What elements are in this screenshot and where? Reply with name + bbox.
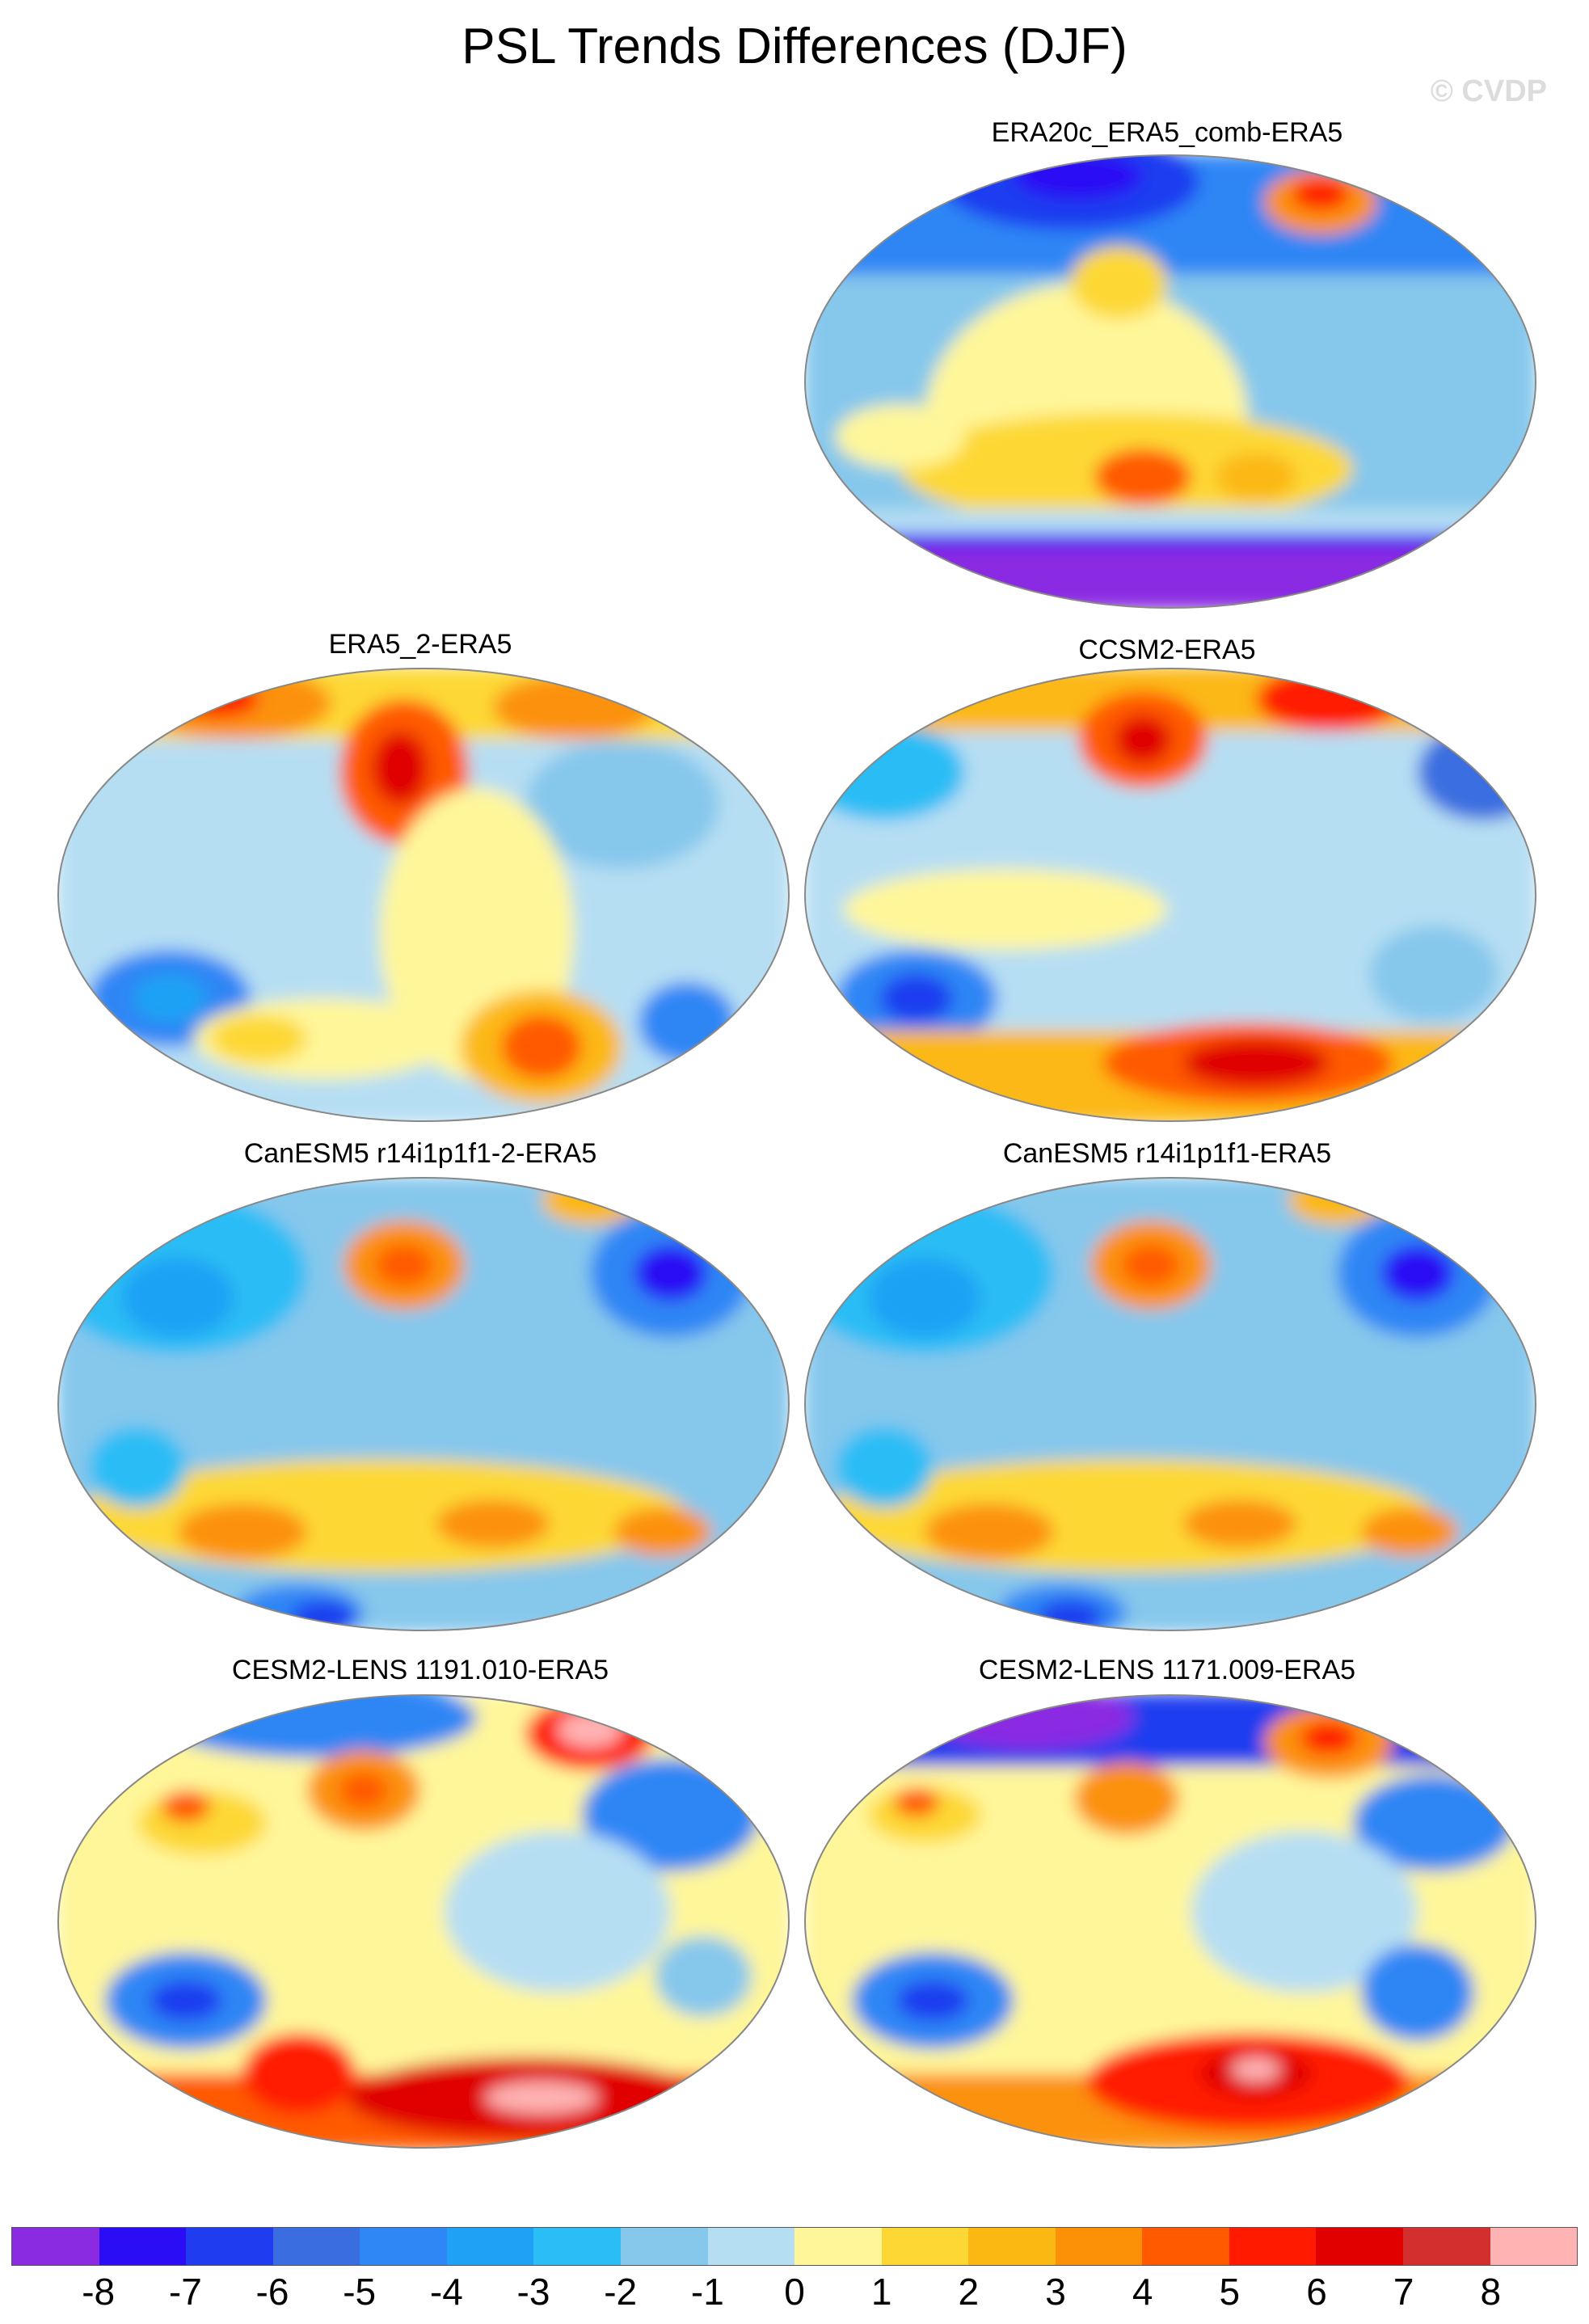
colorbar-tick-label: -7 bbox=[168, 2271, 202, 2313]
cvdp-watermark: © CVDP bbox=[1430, 74, 1547, 108]
panel-title-ccsm2: CCSM2-ERA5 bbox=[1078, 635, 1256, 665]
colorbar-tick-label: -2 bbox=[604, 2271, 638, 2313]
panel-title-cesm2-1191: CESM2-LENS 1191.010-ERA5 bbox=[231, 1655, 609, 1685]
colorbar-tick-label: 7 bbox=[1393, 2271, 1414, 2313]
colorbar-tick-label: 3 bbox=[1045, 2271, 1066, 2313]
colorbar-swatch bbox=[186, 2228, 273, 2265]
colorbar-tick-label: -1 bbox=[690, 2271, 724, 2313]
colorbar-tick-label: 8 bbox=[1480, 2271, 1502, 2313]
colorbar-swatch bbox=[12, 2228, 99, 2265]
colorbar-swatch bbox=[1490, 2228, 1578, 2265]
figure-title: PSL Trends Differences (DJF) bbox=[462, 19, 1127, 74]
colorbar-tick-label: 6 bbox=[1306, 2271, 1327, 2313]
map-cesm2-1171 bbox=[804, 1694, 1536, 2149]
colorbar-swatch bbox=[1316, 2228, 1403, 2265]
map-cesm2-1191 bbox=[57, 1694, 790, 2149]
map-canesm5-2 bbox=[57, 1177, 790, 1631]
colorbar-swatch bbox=[620, 2228, 708, 2265]
colorbar-tick-label: 5 bbox=[1219, 2271, 1241, 2313]
colorbar-swatch bbox=[99, 2228, 187, 2265]
colorbar-tick-label: 2 bbox=[958, 2271, 980, 2313]
panel-title-era20c: ERA20c_ERA5_comb-ERA5 bbox=[991, 117, 1343, 148]
colorbar-swatch bbox=[1142, 2228, 1229, 2265]
colorbar-swatch bbox=[1403, 2228, 1490, 2265]
colorbar-swatch bbox=[360, 2228, 447, 2265]
colorbar-swatch bbox=[533, 2228, 621, 2265]
colorbar bbox=[11, 2227, 1578, 2266]
colorbar-tick-label: -3 bbox=[516, 2271, 550, 2313]
colorbar-tick-label: 4 bbox=[1132, 2271, 1153, 2313]
panel-title-era5-2: ERA5_2-ERA5 bbox=[328, 629, 512, 660]
panel-title-canesm5-2: CanESM5 r14i1p1f1-2-ERA5 bbox=[243, 1138, 597, 1169]
map-era5-2 bbox=[57, 668, 790, 1122]
colorbar-tick-label: -8 bbox=[82, 2271, 116, 2313]
map-canesm5 bbox=[804, 1177, 1536, 1631]
colorbar-swatch bbox=[968, 2228, 1056, 2265]
colorbar-swatch bbox=[446, 2228, 534, 2265]
map-ccsm2 bbox=[804, 668, 1536, 1122]
colorbar-tick-label: 0 bbox=[784, 2271, 805, 2313]
panel-title-canesm5: CanESM5 r14i1p1f1-ERA5 bbox=[1002, 1138, 1332, 1169]
panel-title-cesm2-1171: CESM2-LENS 1171.009-ERA5 bbox=[978, 1655, 1356, 1685]
colorbar-tick-label: -5 bbox=[343, 2271, 377, 2313]
colorbar-swatch bbox=[1229, 2228, 1317, 2265]
colorbar-swatch bbox=[794, 2228, 882, 2265]
colorbar-swatch bbox=[881, 2228, 969, 2265]
colorbar-swatch bbox=[1055, 2228, 1143, 2265]
colorbar-tick-label: -4 bbox=[429, 2271, 463, 2313]
colorbar-tick-label: 1 bbox=[870, 2271, 892, 2313]
map-era20c bbox=[804, 154, 1536, 609]
colorbar-swatch bbox=[272, 2228, 360, 2265]
colorbar-tick-label: -6 bbox=[255, 2271, 289, 2313]
colorbar-swatch bbox=[707, 2228, 795, 2265]
